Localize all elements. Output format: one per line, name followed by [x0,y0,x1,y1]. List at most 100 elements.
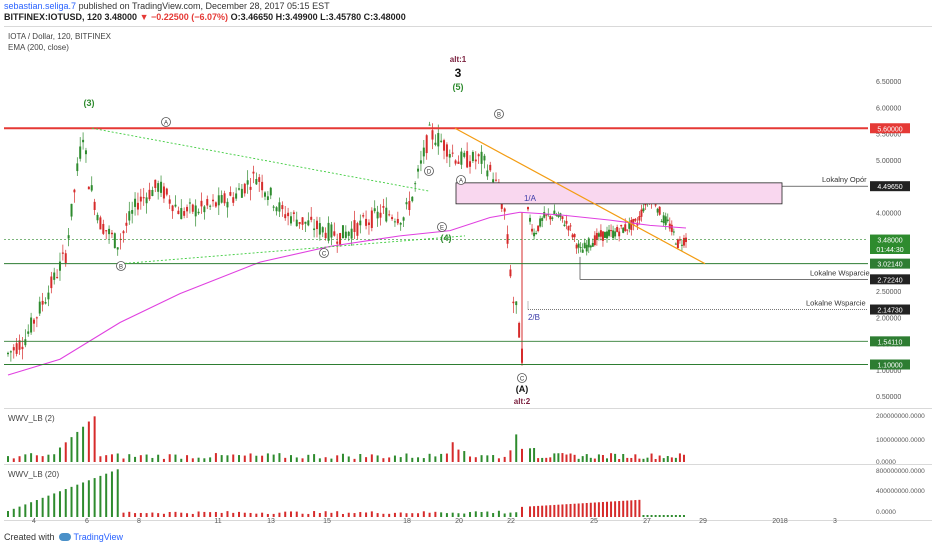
vol2-bar [105,473,108,517]
candle-body [32,319,35,324]
vol2-bar [666,515,669,517]
candle-body [434,142,437,145]
vol1-bar [53,454,56,462]
vol2-bar [382,513,385,517]
vol1-bar [76,431,79,462]
candle-body [567,226,570,231]
vol2-bar [99,475,102,517]
author-link[interactable]: sebastian.seliga.7 [4,1,77,11]
vol1-bar [654,458,657,462]
candle-body [512,301,515,304]
wave-circle-letter: D [427,170,432,176]
vol2-bar [220,512,223,517]
candle-body [425,135,428,154]
vol2-bar [24,504,27,517]
candle-body [15,343,18,354]
candle-body [477,154,480,157]
vol1-bar [318,458,321,462]
vol1-bar [480,455,483,462]
candle-body [460,151,463,165]
vol2-bar [521,506,523,517]
price-box: 2.14730 [870,304,910,315]
vol1-bar [7,456,9,462]
price-box-bg [870,123,910,134]
wave-label-A: (A) [516,384,529,394]
vol1-bar [376,455,379,462]
volume-pane-2[interactable] [4,408,932,465]
candle-body [579,247,582,249]
vol1-bar [110,454,113,462]
vol2-bar [662,515,665,517]
candle-body [347,231,350,236]
candle-body [385,207,388,222]
triangle-lower-trendline [120,235,466,265]
candle-body [269,187,272,196]
vol1-bar [638,458,641,462]
vol2-bar [469,512,472,517]
candle-body [589,245,592,248]
wave-circle-letter: A [164,121,168,127]
vol1-bar [134,456,137,462]
candle-body [171,205,174,212]
vol2-bar [388,513,391,517]
candle-body [672,231,675,233]
candle-body [295,219,298,227]
candle-body [148,189,151,200]
candle-body [551,217,554,219]
vol1-bar [601,455,604,462]
vol2-bar [492,513,495,517]
price-box: 3.02140 [870,258,910,269]
wave-circle-marker [437,222,447,232]
candle-body [327,222,330,241]
price-box: 5.60000 [870,123,910,134]
vol2-bar [658,515,661,517]
wave-circle-marker [517,373,527,383]
vol1-bar [203,458,206,462]
vol2-bar [76,484,79,517]
candle-body [289,216,292,224]
vol1-bar [18,456,21,462]
vol2-bar [12,508,15,517]
vol2-bar [515,512,518,517]
candle-body [353,220,356,232]
vol1-bar [581,456,584,462]
candle-body [304,221,307,224]
candle-body [67,235,70,239]
volume-pane-20[interactable] [4,464,932,521]
ohlc-text: O:3.46650 H:3.49900 L:3.45780 C:3.48000 [230,12,406,22]
candle-body [469,161,472,167]
wave-circle-letter: E [440,226,444,232]
symbol-legend: IOTA / Dollar, 120, BITFINEX [8,32,111,41]
vol2-bar [41,497,44,517]
wave-label-4: (4) [441,233,452,243]
vol1-bar [87,421,90,462]
vol2-bar [249,512,252,517]
candle-body [606,231,608,239]
vol2-bar [569,503,572,517]
vol1-bar [533,447,536,462]
candle-body [356,223,359,236]
price-pane[interactable] [4,26,932,409]
candle-body [492,179,495,183]
candle-body [640,209,643,217]
candle-body [30,317,33,333]
candle-body [203,206,206,213]
time-tick-label: 25 [590,518,598,525]
tradingview-link[interactable]: TradingView [73,532,124,542]
candle-body [451,152,454,154]
candle-body [668,223,671,229]
vol2-bar [313,511,316,517]
vol2-bar [128,511,131,517]
candle-body [217,195,220,206]
footer: Created with TradingView [4,532,123,542]
candle-body [64,253,67,263]
vol2-bar [503,513,506,517]
candle-body [676,239,679,249]
price-tick-label: 6.50000 [876,79,901,86]
candle-body [240,188,243,198]
vol2-bar [486,511,489,517]
candle-body [131,210,134,214]
time-tick-label: 13 [267,518,275,525]
volume-legend-2: WWV_LB (2) [8,414,55,423]
